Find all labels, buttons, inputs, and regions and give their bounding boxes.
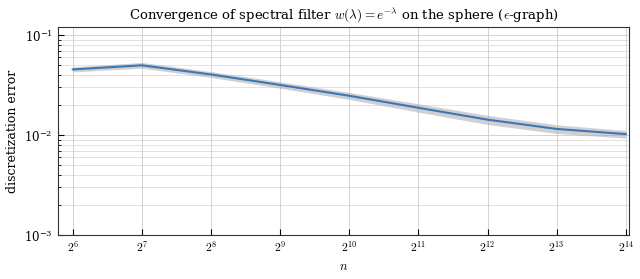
X-axis label: $n$: $n$ <box>339 260 348 273</box>
Y-axis label: discretization error: discretization error <box>6 69 19 193</box>
Title: Convergence of spectral filter $w(\lambda) = e^{-\lambda}$ on the sphere ($\epsi: Convergence of spectral filter $w(\lambd… <box>129 6 559 24</box>
